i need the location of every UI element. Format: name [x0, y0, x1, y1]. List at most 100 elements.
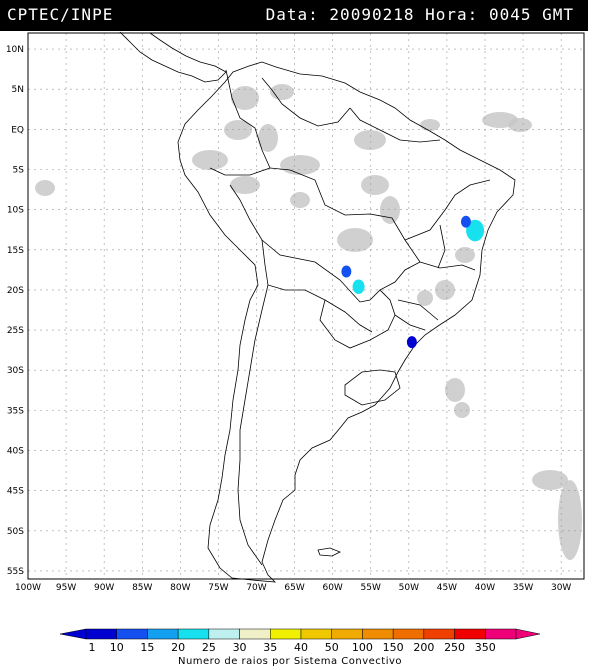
- convective-system: [460, 215, 471, 228]
- colorbar-tick-label: 150: [383, 641, 404, 654]
- convective-systems: [341, 215, 485, 349]
- convective-system: [406, 336, 417, 349]
- colorbar-tick-label: 35: [263, 641, 277, 654]
- latitude-tick-label: 45S: [7, 487, 24, 497]
- brazil-states: [394, 179, 491, 331]
- latitude-tick-label: 10S: [7, 206, 24, 216]
- falklands: [317, 547, 341, 557]
- latitude-tick-label: 30S: [7, 366, 24, 376]
- longitude-tick-label: 90W: [94, 583, 114, 593]
- latitude-labels: 10N 5N EQ 5S 10S 15S 20S 25S 30S 35S 40S 45S 50S 55S: [6, 45, 24, 577]
- longitude-tick-label: 45W: [437, 583, 457, 593]
- latitude-tick-label: 50S: [7, 527, 24, 537]
- central-america-coastline: [119, 31, 227, 83]
- brazil-west-border: [229, 167, 421, 303]
- south-america-coastline: [177, 61, 516, 583]
- longitude-tick-label: 70W: [246, 583, 266, 593]
- cloud-patch: [455, 247, 475, 263]
- colorbar-tick-label: 350: [475, 641, 496, 654]
- lightning-colorbar: 1 10 15 20 25 30 35 40 50 100 150 200 250 350 Numero …: [59, 628, 541, 667]
- cloud-patch: [231, 86, 259, 110]
- cloud-patch: [35, 180, 55, 196]
- colorbar-swatch: [300, 628, 332, 640]
- cloud-patch: [280, 155, 320, 175]
- latitude-tick-label: 20S: [7, 286, 24, 296]
- venezuela-border: [261, 77, 351, 127]
- longitude-tick-label: 55W: [361, 583, 381, 593]
- cloud-patch: [454, 402, 470, 418]
- colorbar-swatch: [423, 628, 455, 640]
- colombia-border: [209, 69, 271, 176]
- colorbar-tick-label: 100: [352, 641, 373, 654]
- date-label: Data:: [265, 5, 319, 24]
- datetime-label: Data: 20090218 Hora: 0045 GMT: [266, 5, 574, 24]
- latitude-tick-label: 40S: [7, 447, 24, 457]
- longitude-tick-label: 35W: [513, 583, 533, 593]
- longitude-tick-label: 80W: [170, 583, 190, 593]
- cloud-patch: [532, 470, 568, 490]
- longitude-tick-label: 85W: [132, 583, 152, 593]
- longitude-tick-label: 50W: [399, 583, 419, 593]
- colorbar-arrow-left: [59, 628, 87, 640]
- colorbar-tick-label: 50: [325, 641, 339, 654]
- colorbar-tick-label: 10: [110, 641, 124, 654]
- time-label: Hora:: [425, 5, 479, 24]
- latitude-tick-label: 55S: [7, 567, 24, 577]
- colorbar-tick-label: 30: [233, 641, 247, 654]
- cloud-patch: [445, 378, 465, 402]
- cloud-patch: [192, 150, 228, 170]
- latitude-tick-label: 5S: [13, 166, 25, 176]
- latitude-tick-label: 5N: [12, 85, 24, 95]
- cloud-patch: [435, 280, 455, 300]
- convective-system: [352, 279, 365, 294]
- map-frame: [27, 32, 585, 580]
- colorbar-title: Numero de raios por Sistema Convectivo: [178, 656, 402, 667]
- cloud-patch: [258, 124, 278, 152]
- colorbar-tick-label: 15: [140, 641, 154, 654]
- cloud-patch: [361, 175, 389, 195]
- colorbar-swatch: [392, 628, 425, 640]
- colorbar-swatch: [485, 628, 517, 640]
- source-label: CPTEC/INPE: [7, 5, 114, 24]
- longitude-tick-label: 65W: [284, 583, 304, 593]
- colorbar-swatch: [116, 628, 148, 640]
- argentina-chile-border: [237, 284, 269, 566]
- longitude-tick-label: 75W: [208, 583, 228, 593]
- convective-system: [466, 219, 485, 242]
- longitude-labels: 100W 95W 90W 85W 80W 75W 70W 65W 60W 55W 50W 45W 40W…: [15, 583, 571, 593]
- colorbar-tick-label: 40: [294, 641, 308, 654]
- paraguay-border: [319, 289, 396, 349]
- cloud-patch: [354, 130, 386, 150]
- colorbar-swatch: [239, 628, 271, 640]
- country-borders: [119, 31, 516, 583]
- longitude-tick-label: 95W: [56, 583, 76, 593]
- cloud-patch: [380, 196, 400, 224]
- cloud-patch: [337, 228, 373, 252]
- longitude-tick-label: 30W: [551, 583, 571, 593]
- cloud-patch: [224, 120, 252, 140]
- colorbar-tick-label: 25: [202, 641, 216, 654]
- cloud-patch: [230, 176, 260, 194]
- peru-bolivia-border: [261, 239, 373, 333]
- time-value: 0045 GMT: [488, 5, 574, 24]
- cloud-patch: [417, 290, 433, 306]
- latitude-tick-label: EQ: [11, 125, 24, 135]
- colorbar-swatch: [177, 628, 210, 640]
- cloud-patch: [290, 192, 310, 208]
- colorbar-swatch: [208, 628, 240, 640]
- convective-system: [341, 265, 352, 278]
- cloud-cover-layer: [35, 84, 582, 560]
- colorbar-arrow-right: [515, 628, 541, 640]
- longitude-tick-label: 40W: [475, 583, 495, 593]
- uruguay-border: [344, 369, 401, 406]
- latitude-tick-label: 35S: [7, 406, 24, 416]
- map-area: 10N5NEQ5S10S15S20S25S30S35S40S45S50S55S …: [6, 31, 585, 593]
- guianas-border: [349, 107, 441, 143]
- colorbar-swatch: [331, 628, 363, 640]
- colorbar-swatch: [147, 628, 179, 640]
- date-value: 20090218: [329, 5, 415, 24]
- cloud-patch: [508, 118, 532, 132]
- colorbar-swatch: [270, 628, 302, 640]
- colorbar-tick-label: 1: [89, 641, 96, 654]
- colorbar-swatch: [454, 628, 486, 640]
